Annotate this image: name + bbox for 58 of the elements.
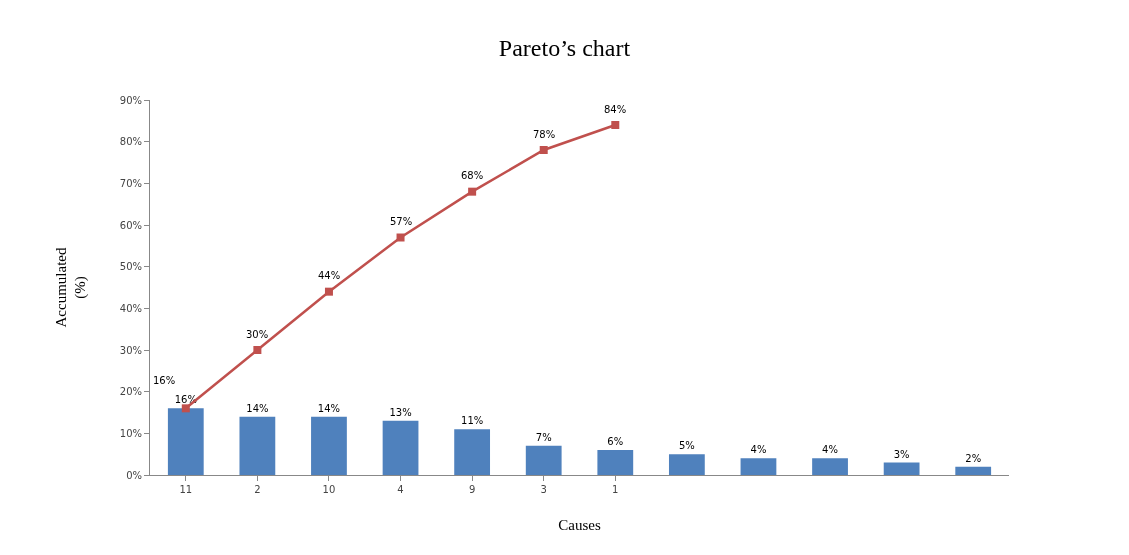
y-tick-label: 0% bbox=[126, 469, 142, 481]
x-tick-label: 4 bbox=[397, 484, 404, 495]
x-tick-label: 1 bbox=[612, 484, 619, 495]
data-label: 16% bbox=[153, 375, 176, 386]
data-label: 68% bbox=[461, 170, 484, 181]
point bbox=[468, 187, 477, 196]
point bbox=[253, 346, 262, 354]
y-tick-label: 70% bbox=[119, 177, 142, 189]
x-tick-label: 10 bbox=[322, 484, 336, 495]
point bbox=[181, 404, 190, 413]
data-label: 14% bbox=[246, 402, 269, 414]
y-axis-title: Accumulated (%) bbox=[52, 247, 90, 328]
point bbox=[539, 146, 548, 154]
bar bbox=[955, 466, 992, 475]
bar bbox=[167, 408, 204, 475]
bar bbox=[812, 458, 848, 475]
y-tick-label: 50% bbox=[119, 261, 142, 273]
data-label: 14% bbox=[317, 402, 341, 414]
x-axis-title: Causes bbox=[558, 517, 601, 533]
data-label: 2% bbox=[965, 452, 982, 464]
bar bbox=[239, 416, 276, 475]
data-label: 57% bbox=[390, 216, 413, 227]
data-label: 7% bbox=[535, 431, 552, 443]
y-tick-label: 80% bbox=[119, 136, 142, 148]
point bbox=[396, 233, 405, 242]
data-label: 5% bbox=[678, 440, 695, 452]
bar bbox=[668, 454, 705, 475]
bar bbox=[311, 416, 347, 475]
x-tick-label: 3 bbox=[540, 484, 547, 495]
x-tick-label: 11 bbox=[179, 484, 193, 495]
bar bbox=[525, 445, 562, 475]
data-label: 13% bbox=[389, 406, 412, 418]
point bbox=[611, 121, 620, 129]
data-label: 3% bbox=[893, 448, 910, 460]
data-label: 4% bbox=[822, 444, 838, 456]
data-label: 44% bbox=[318, 270, 341, 281]
data-label: 30% bbox=[246, 329, 269, 340]
data-label: 16% bbox=[174, 394, 197, 406]
data-label: 78% bbox=[533, 129, 556, 140]
x-tick-label: 2 bbox=[254, 484, 261, 495]
data-label: 4% bbox=[750, 444, 767, 456]
y-tick-label: 10% bbox=[119, 427, 142, 439]
x-tick-label: 9 bbox=[468, 484, 476, 495]
bar bbox=[382, 420, 419, 475]
y-tick-label: 60% bbox=[119, 219, 142, 231]
bar bbox=[883, 462, 920, 475]
data-label: 84% bbox=[604, 104, 627, 115]
bar bbox=[597, 450, 634, 475]
chart-title: Pareto’s chart bbox=[498, 34, 631, 61]
y-tick-label: 20% bbox=[119, 386, 142, 398]
bar bbox=[740, 458, 777, 475]
bar bbox=[454, 429, 491, 475]
point bbox=[324, 287, 333, 296]
data-label: 6% bbox=[607, 436, 624, 447]
data-label: 11% bbox=[461, 415, 484, 427]
y-tick-label: 40% bbox=[119, 302, 142, 314]
y-tick-label: 90% bbox=[119, 94, 142, 106]
y-tick-label: 30% bbox=[119, 344, 142, 356]
